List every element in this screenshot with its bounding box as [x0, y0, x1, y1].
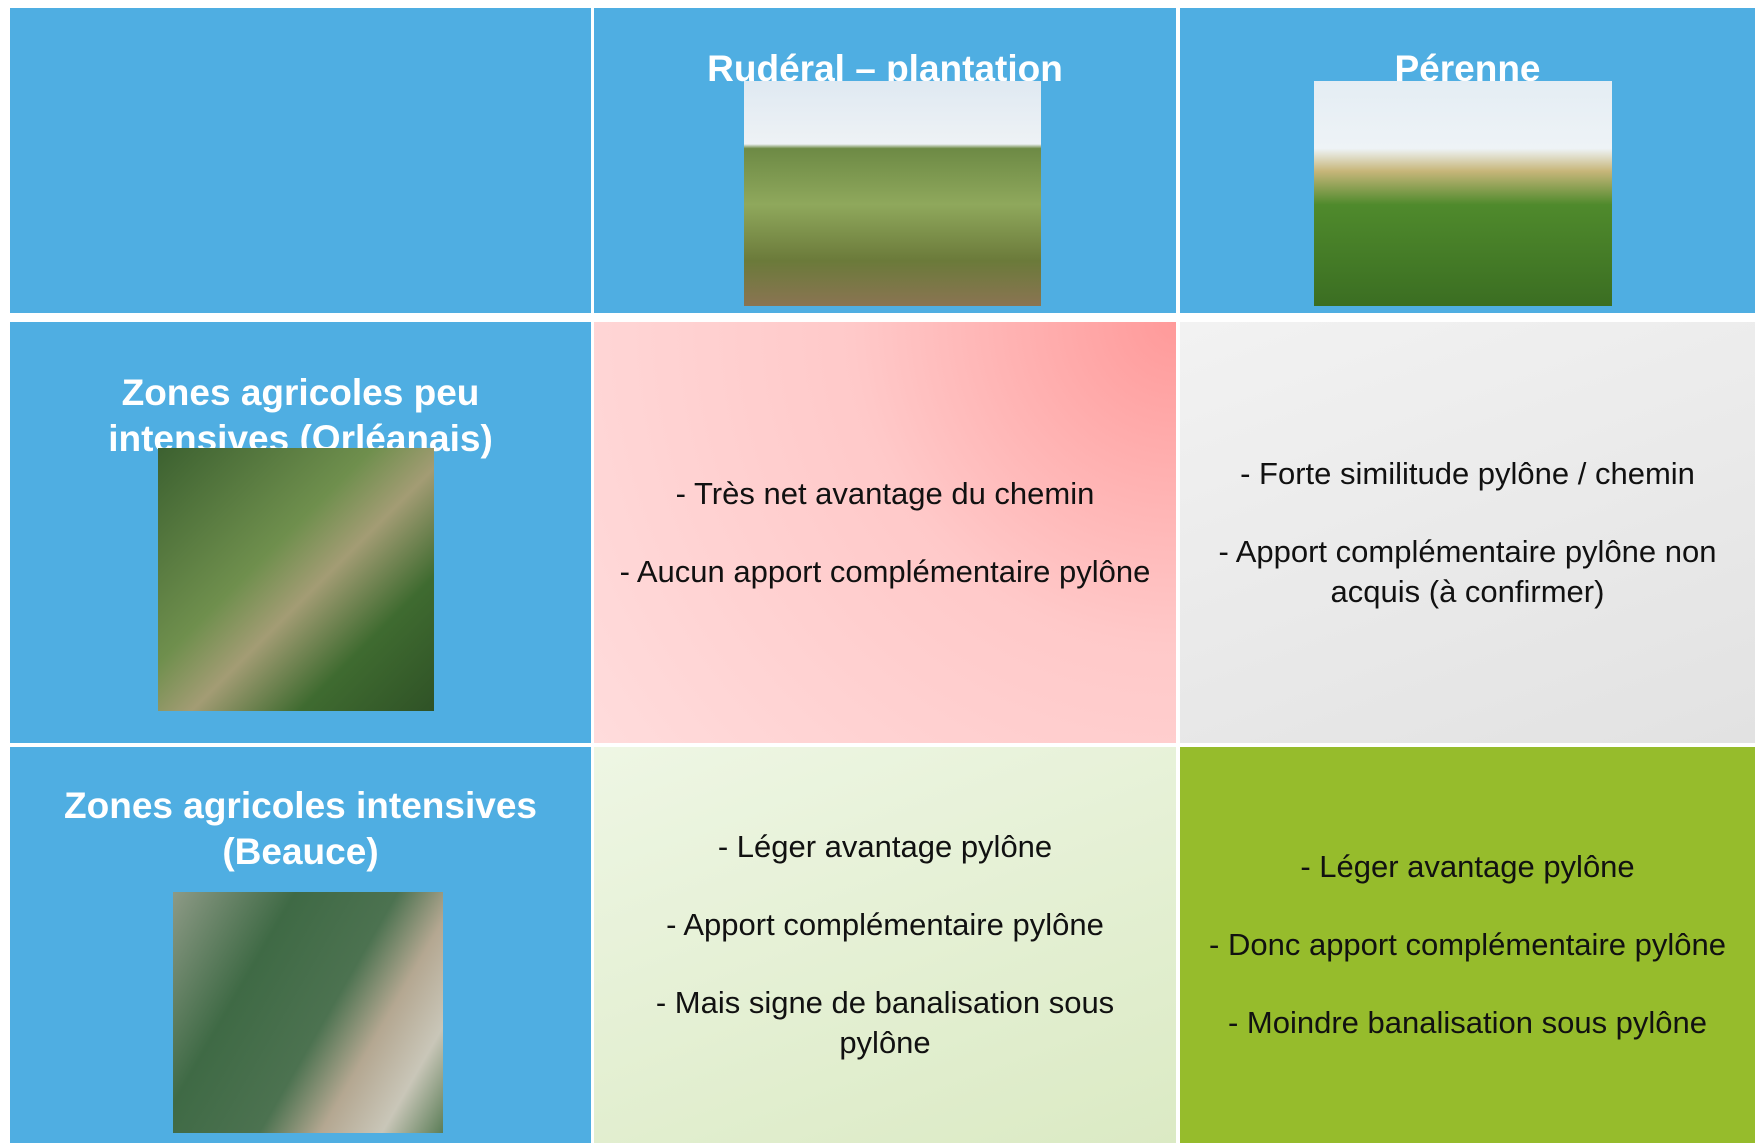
- cell: - Forte similitude pylône / chemin - Appo…: [1180, 322, 1755, 743]
- aerial-photo: [173, 892, 443, 1133]
- photo-pylon: [1314, 81, 1612, 306]
- cell: - Léger avantage pylône - Apport compléme…: [594, 747, 1176, 1143]
- row-title: Zones agricoles peu intensives (Orléanai…: [108, 372, 493, 459]
- cell-item: - Apport complémentaire pylône non acqui…: [1204, 532, 1731, 612]
- cell-item: - Léger avantage pylône: [1300, 847, 1634, 887]
- cell-item: - Très net avantage du chemin: [676, 474, 1095, 514]
- cell-item: - Aucun apport complémentaire pylône: [620, 552, 1151, 592]
- cell-item: - Moindre banalisation sous pylône: [1228, 1003, 1707, 1043]
- cell-item: - Léger avantage pylône: [718, 827, 1052, 867]
- row-title: Zones agricoles intensives (Beauce): [64, 785, 537, 872]
- cell: - Très net avantage du chemin - Aucun app…: [594, 322, 1176, 743]
- page: Rudéral – plantation Pérenne Zones agric…: [0, 0, 1755, 1143]
- photo-pylon: [744, 81, 1041, 306]
- cell-item: - Donc apport complémentaire pylône: [1209, 925, 1726, 965]
- corner-cell: [10, 8, 591, 313]
- aerial-photo: [158, 448, 434, 711]
- cell-item: - Apport complémentaire pylône: [666, 905, 1104, 945]
- cell-item: - Mais signe de banalisation sous pylône: [618, 983, 1152, 1063]
- cell: - Léger avantage pylône - Donc apport com…: [1180, 747, 1755, 1143]
- cell-item: - Forte similitude pylône / chemin: [1240, 454, 1695, 494]
